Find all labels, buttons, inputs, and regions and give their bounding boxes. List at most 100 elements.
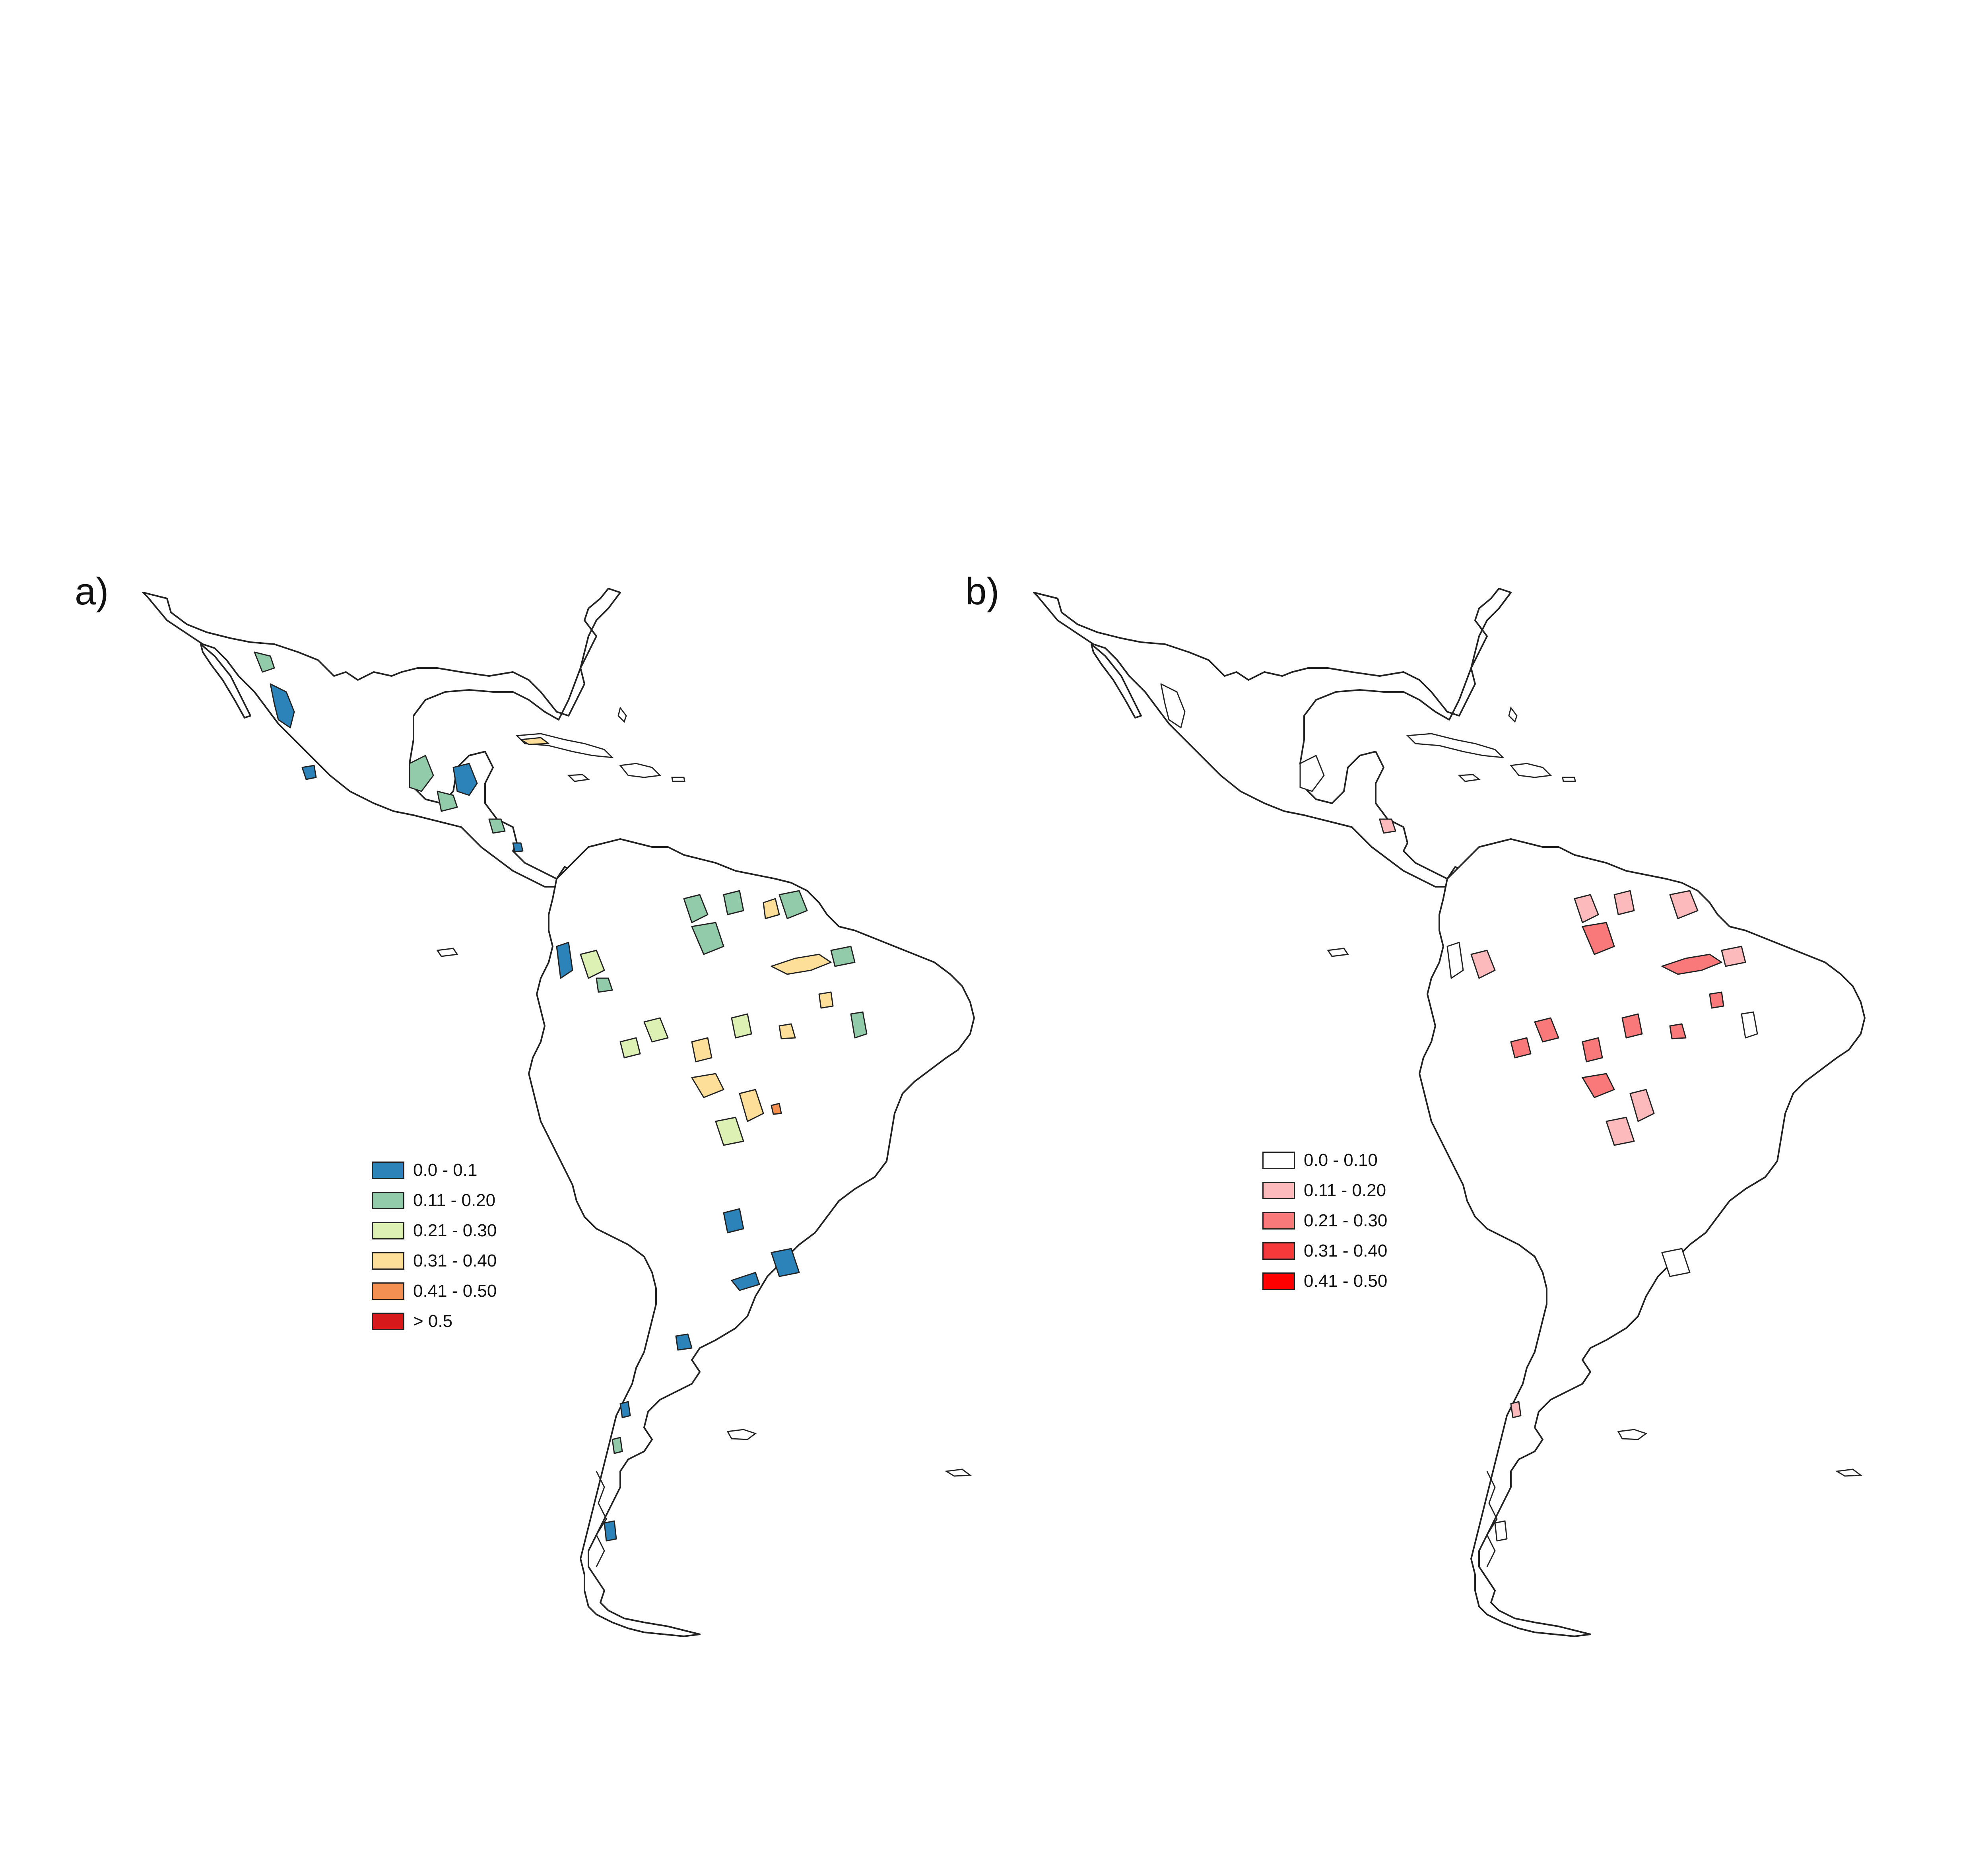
region-a-ca1 bbox=[488, 818, 506, 834]
region-b-gy2 bbox=[1669, 890, 1699, 919]
region-a-am7 bbox=[779, 1023, 796, 1039]
region-a-mx3 bbox=[301, 765, 317, 780]
region-a-am3 bbox=[643, 1017, 669, 1043]
legend-label: 0.0 - 0.10 bbox=[1304, 1150, 1378, 1170]
legend-swatch bbox=[1262, 1272, 1295, 1290]
basemap-south-america-a bbox=[528, 838, 975, 1637]
legend-swatch bbox=[1262, 1242, 1295, 1260]
region-b-am1 bbox=[1661, 954, 1722, 975]
region-a-am8 bbox=[850, 1011, 868, 1039]
region-b-co2 bbox=[1470, 950, 1496, 979]
legend-swatch bbox=[1262, 1212, 1295, 1230]
legend-label: 0.21 - 0.30 bbox=[1304, 1211, 1388, 1230]
region-b-ve3 bbox=[1613, 890, 1635, 915]
island-jamaica-a bbox=[567, 774, 590, 782]
basemap-north-america-b bbox=[1033, 588, 1512, 888]
region-b-co1 bbox=[1446, 942, 1464, 979]
region-a-ca2 bbox=[512, 842, 524, 853]
region-a-ch1 bbox=[612, 1437, 623, 1454]
legend-label: > 0.5 bbox=[413, 1311, 453, 1331]
legend-label: 0.31 - 0.40 bbox=[1304, 1241, 1388, 1261]
legend-label: 0.21 - 0.30 bbox=[413, 1221, 497, 1240]
island-jamaica-b bbox=[1458, 774, 1481, 782]
region-b-am9 bbox=[1709, 991, 1724, 1009]
regions-a bbox=[254, 651, 868, 1542]
region-b-ve2 bbox=[1582, 922, 1615, 955]
basemap-baja-b bbox=[1091, 643, 1142, 719]
legend-swatch bbox=[372, 1162, 404, 1179]
coast-detail-chile-a bbox=[596, 1471, 607, 1567]
legend-a: 0.0 - 0.1 0.11 - 0.20 0.21 - 0.30 0.31 - 0.… bbox=[372, 1155, 497, 1336]
island-hispaniola-a bbox=[619, 763, 662, 778]
region-b-bo1 bbox=[1582, 1073, 1615, 1098]
region-a-bo2 bbox=[739, 1089, 764, 1122]
legend-item: 0.0 - 0.10 bbox=[1262, 1145, 1387, 1175]
legend-swatch bbox=[372, 1192, 404, 1209]
region-a-co3 bbox=[596, 977, 613, 993]
basemap-south-america-b bbox=[1419, 838, 1866, 1637]
legend-item: 0.21 - 0.30 bbox=[1262, 1206, 1387, 1236]
region-b-ar2 bbox=[1661, 1248, 1691, 1277]
island-southgeorgia-a bbox=[944, 1469, 972, 1477]
region-a-ch2 bbox=[604, 1520, 617, 1542]
island-puertorico-b bbox=[1562, 777, 1576, 782]
basemap-baja-a bbox=[200, 643, 251, 719]
legend-label: 0.41 - 0.50 bbox=[413, 1281, 497, 1301]
coast-detail-chile-b bbox=[1486, 1471, 1498, 1567]
region-b-am8 bbox=[1741, 1011, 1758, 1039]
island-southgeorgia-b bbox=[1835, 1469, 1863, 1477]
region-b-bo3 bbox=[1606, 1117, 1635, 1146]
region-a-cu bbox=[520, 737, 549, 745]
island-bahamas-a bbox=[617, 706, 627, 723]
region-b-am3 bbox=[1534, 1017, 1559, 1043]
island-falklands-b bbox=[1617, 1429, 1648, 1440]
region-b-mx4 bbox=[1299, 755, 1325, 792]
region-a-gy2 bbox=[779, 890, 808, 919]
region-a-ar3 bbox=[731, 1272, 760, 1291]
legend-item: 0.41 - 0.50 bbox=[372, 1276, 497, 1306]
island-galapagos-a bbox=[436, 948, 458, 957]
panel-label-a: a) bbox=[75, 570, 109, 613]
region-a-mx2 bbox=[254, 651, 275, 673]
island-falklands-a bbox=[726, 1429, 757, 1440]
region-a-am5 bbox=[691, 1037, 712, 1063]
island-puertorico-a bbox=[671, 777, 685, 782]
region-b-am7 bbox=[1669, 1023, 1687, 1039]
region-a-am2 bbox=[830, 946, 856, 967]
region-a-am4 bbox=[619, 1037, 641, 1059]
region-a-mx5 bbox=[452, 763, 478, 796]
legend-label: 0.0 - 0.1 bbox=[413, 1160, 478, 1180]
region-a-ve3 bbox=[723, 890, 744, 915]
region-a-mx6 bbox=[437, 791, 458, 812]
basemap-b bbox=[1033, 588, 1866, 1637]
region-a-ve1 bbox=[683, 894, 709, 923]
island-bahamas-b bbox=[1508, 706, 1518, 723]
region-a-ve2 bbox=[691, 922, 724, 955]
island-galapagos-b bbox=[1327, 948, 1349, 957]
legend-swatch bbox=[1262, 1182, 1295, 1199]
region-b-bo2 bbox=[1629, 1089, 1655, 1122]
region-b-am4 bbox=[1510, 1037, 1532, 1059]
legend-label: 0.41 - 0.50 bbox=[1304, 1271, 1388, 1291]
legend-item: 0.31 - 0.40 bbox=[372, 1246, 497, 1276]
legend-swatch bbox=[372, 1313, 404, 1330]
region-b-ve1 bbox=[1574, 894, 1599, 923]
region-a-bo3 bbox=[715, 1117, 744, 1146]
region-a-ar1 bbox=[723, 1208, 744, 1233]
legend-swatch bbox=[372, 1282, 404, 1300]
region-a-am1 bbox=[771, 954, 832, 975]
legend-b: 0.0 - 0.10 0.11 - 0.20 0.21 - 0.30 0.31 - 0… bbox=[1262, 1145, 1387, 1296]
legend-label: 0.11 - 0.20 bbox=[1304, 1181, 1386, 1200]
region-a-mx1 bbox=[270, 683, 295, 728]
legend-item: 0.31 - 0.40 bbox=[1262, 1236, 1387, 1266]
region-b-ar5 bbox=[1510, 1401, 1522, 1418]
region-a-am6 bbox=[731, 1013, 752, 1039]
legend-swatch bbox=[372, 1252, 404, 1270]
legend-item: 0.0 - 0.1 bbox=[372, 1155, 497, 1185]
legend-swatch bbox=[1262, 1152, 1295, 1169]
region-b-mx1 bbox=[1160, 683, 1186, 728]
legend-swatch bbox=[372, 1222, 404, 1239]
region-a-ar4 bbox=[675, 1333, 693, 1351]
